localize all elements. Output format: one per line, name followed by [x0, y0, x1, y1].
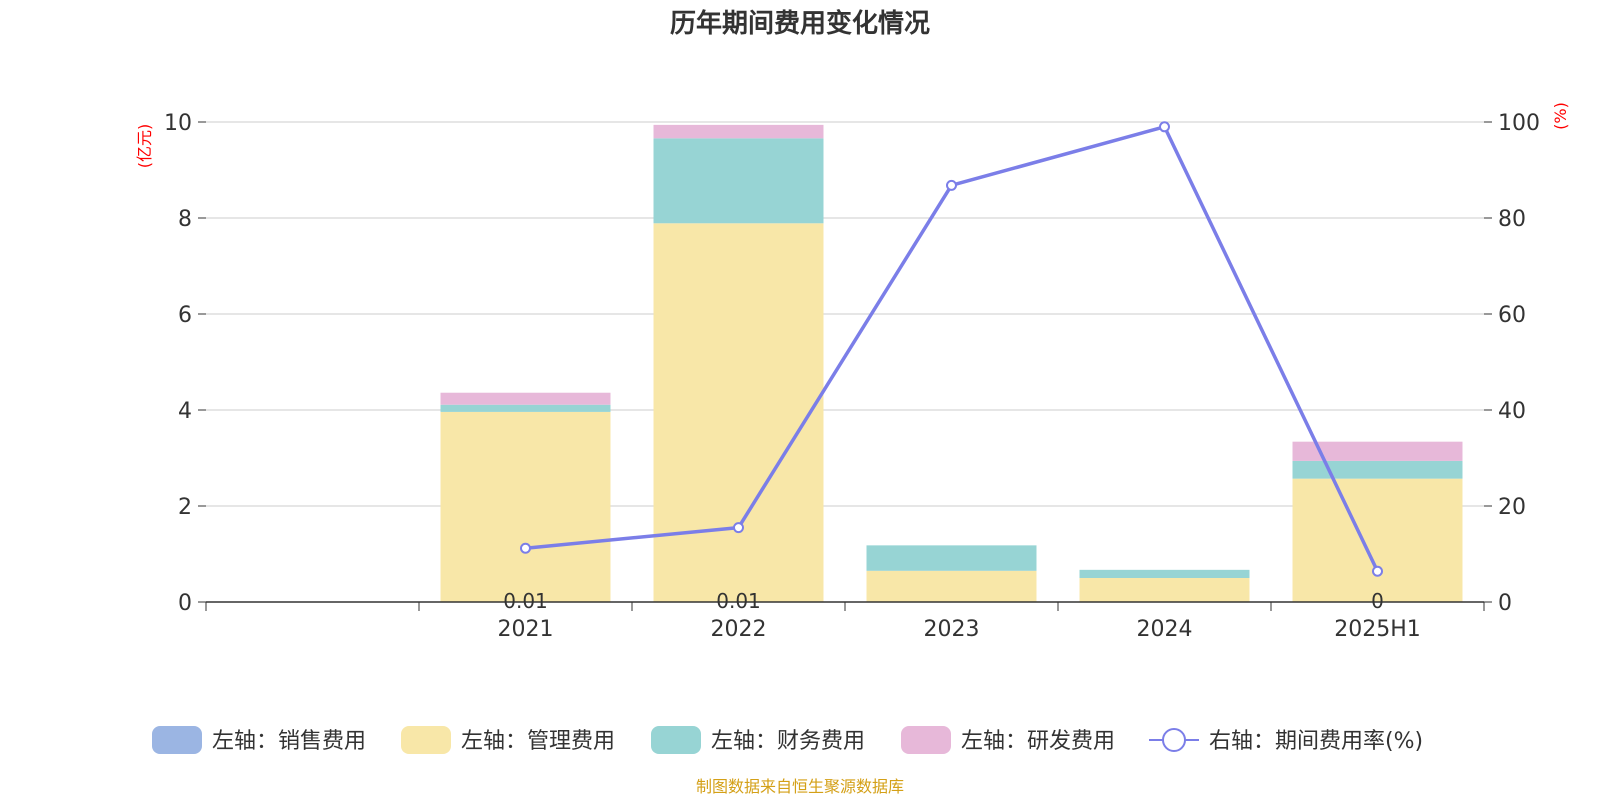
x-tick-label: 2024 [1137, 617, 1193, 642]
legend-label: 左轴：研发费用 [961, 729, 1115, 754]
legend-item[interactable]: 左轴：财务费用 [651, 726, 865, 754]
bar-segment [1079, 578, 1250, 602]
bar-segment [866, 570, 1037, 602]
left-tick-label: 8 [178, 207, 192, 232]
legend-marker [1162, 728, 1186, 752]
left-tick-label: 6 [178, 303, 192, 328]
legend[interactable]: 左轴：销售费用 左轴：管理费用 左轴：财务费用 左轴：研发费用 右轴：期间费用率(%) [152, 726, 1423, 754]
right-axis-unit: (%) [1551, 102, 1570, 130]
right-tick-label: 0 [1498, 591, 1512, 616]
bar-segment [440, 404, 611, 412]
data-label: 0.01 [503, 589, 548, 613]
x-tick-label: 2025H1 [1334, 617, 1421, 642]
bar-segment [866, 545, 1037, 571]
left-tick-label: 10 [164, 111, 192, 136]
data-label: 0 [1371, 589, 1384, 613]
bars: 0.01 0.01 0 [440, 124, 1463, 613]
legend-item[interactable]: 左轴：研发费用 [901, 726, 1115, 754]
bar-segment [1292, 478, 1463, 602]
bar-segment [653, 124, 824, 139]
legend-item[interactable]: 左轴：管理费用 [401, 726, 615, 754]
legend-label: 左轴：管理费用 [461, 729, 615, 754]
right-tick-label: 100 [1498, 111, 1540, 136]
left-tick-label: 4 [178, 399, 192, 424]
line-point [1372, 565, 1383, 577]
line-series [520, 121, 1383, 577]
grid [206, 121, 1484, 603]
left-axis-unit: (亿元) [135, 124, 154, 169]
legend-item[interactable]: 右轴：期间费用率(%) [1149, 728, 1423, 754]
legend-label: 左轴：销售费用 [212, 729, 366, 754]
bar-segment [440, 392, 611, 405]
chart-title: 历年期间费用变化情况 [670, 8, 930, 39]
bar-segment [653, 223, 824, 602]
x-tick-label: 2021 [498, 617, 554, 642]
line-point [733, 522, 744, 534]
legend-swatch [901, 726, 951, 754]
line-point [520, 542, 531, 554]
bar-segment [1079, 569, 1250, 578]
legend-swatch [651, 726, 701, 754]
line-point [1159, 121, 1170, 133]
x-tick-label: 2023 [924, 617, 980, 642]
right-tick-label: 20 [1498, 495, 1526, 520]
rate-line [525, 125, 1380, 573]
bar-segment [440, 411, 611, 602]
legend-item[interactable]: 左轴：销售费用 [152, 726, 366, 754]
left-tick-label: 0 [178, 591, 192, 616]
bar-segment [653, 138, 824, 224]
right-tick-label: 40 [1498, 399, 1526, 424]
data-label: 0.01 [716, 589, 761, 613]
x-tick-label: 2022 [711, 617, 767, 642]
bar-segment [1292, 460, 1463, 479]
legend-swatch [401, 726, 451, 754]
line-point [946, 179, 957, 191]
legend-label: 左轴：财务费用 [711, 729, 865, 754]
bar-segment [1292, 441, 1463, 461]
right-tick-label: 80 [1498, 207, 1526, 232]
legend-label: 右轴：期间费用率(%) [1209, 729, 1423, 754]
legend-swatch [152, 726, 202, 754]
footer-source: 制图数据来自恒生聚源数据库 [696, 777, 904, 796]
left-tick-label: 2 [178, 495, 192, 520]
right-tick-label: 60 [1498, 303, 1526, 328]
